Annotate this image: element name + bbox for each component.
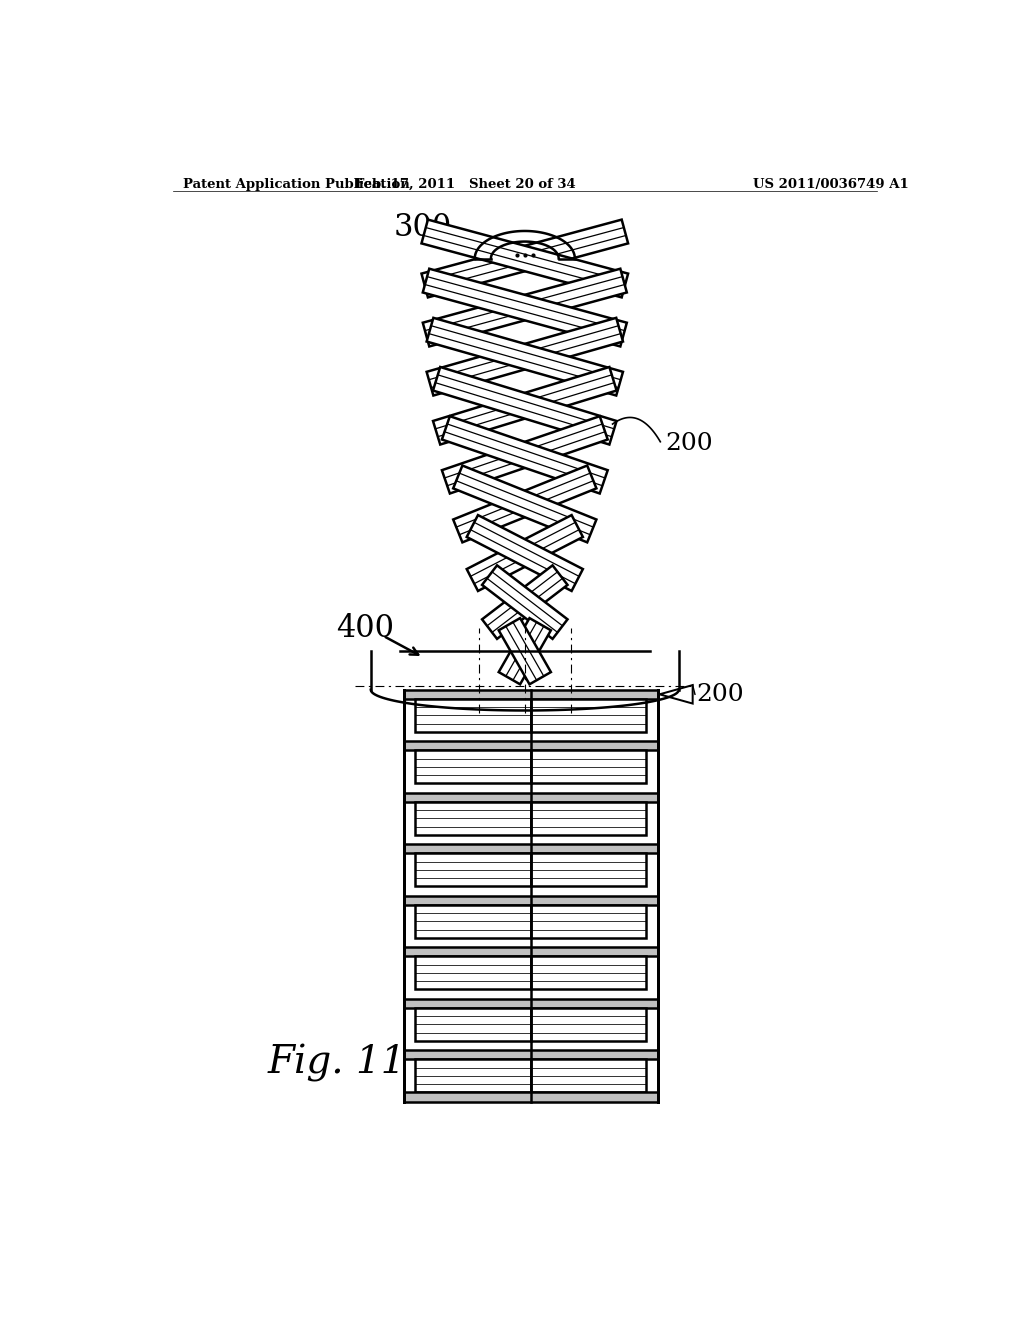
Polygon shape <box>427 318 623 396</box>
Polygon shape <box>427 318 623 396</box>
Text: Patent Application Publication: Patent Application Publication <box>183 178 410 190</box>
Bar <box>416 1060 531 1093</box>
Bar <box>531 803 646 836</box>
Polygon shape <box>423 269 627 346</box>
Polygon shape <box>422 219 628 297</box>
Polygon shape <box>659 685 692 704</box>
Bar <box>416 700 531 733</box>
Bar <box>531 1060 646 1093</box>
Text: 200: 200 <box>666 432 714 455</box>
Text: Fig. 11: Fig. 11 <box>267 1044 407 1082</box>
Bar <box>403 793 658 803</box>
Bar <box>531 957 646 990</box>
Bar <box>416 803 531 836</box>
Text: 400: 400 <box>337 612 394 644</box>
Bar <box>403 845 658 854</box>
Polygon shape <box>442 416 607 494</box>
Polygon shape <box>433 367 616 445</box>
Bar <box>403 999 658 1008</box>
Bar <box>531 906 646 939</box>
Polygon shape <box>422 219 628 297</box>
Bar <box>403 689 658 700</box>
Text: 200: 200 <box>696 682 744 706</box>
Bar <box>416 854 531 887</box>
Bar <box>403 1093 658 1102</box>
Polygon shape <box>442 416 607 494</box>
Polygon shape <box>499 618 551 684</box>
Polygon shape <box>454 466 596 543</box>
Bar <box>416 906 531 939</box>
Bar <box>416 1008 531 1041</box>
Bar <box>403 1051 658 1060</box>
Polygon shape <box>433 367 616 445</box>
Bar <box>531 751 646 784</box>
Bar <box>416 957 531 990</box>
Polygon shape <box>467 515 583 591</box>
Polygon shape <box>499 618 551 684</box>
Bar <box>416 751 531 784</box>
Polygon shape <box>423 269 627 346</box>
Text: US 2011/0036749 A1: US 2011/0036749 A1 <box>754 178 909 190</box>
Polygon shape <box>482 565 567 639</box>
Polygon shape <box>467 515 583 591</box>
Bar <box>531 854 646 887</box>
Bar <box>403 896 658 906</box>
Polygon shape <box>454 466 596 543</box>
Text: Feb. 17, 2011   Sheet 20 of 34: Feb. 17, 2011 Sheet 20 of 34 <box>355 178 575 190</box>
Bar <box>403 742 658 751</box>
Bar <box>531 1008 646 1041</box>
Bar <box>531 700 646 733</box>
Bar <box>403 948 658 957</box>
Polygon shape <box>482 565 567 639</box>
Text: 300: 300 <box>394 213 453 243</box>
